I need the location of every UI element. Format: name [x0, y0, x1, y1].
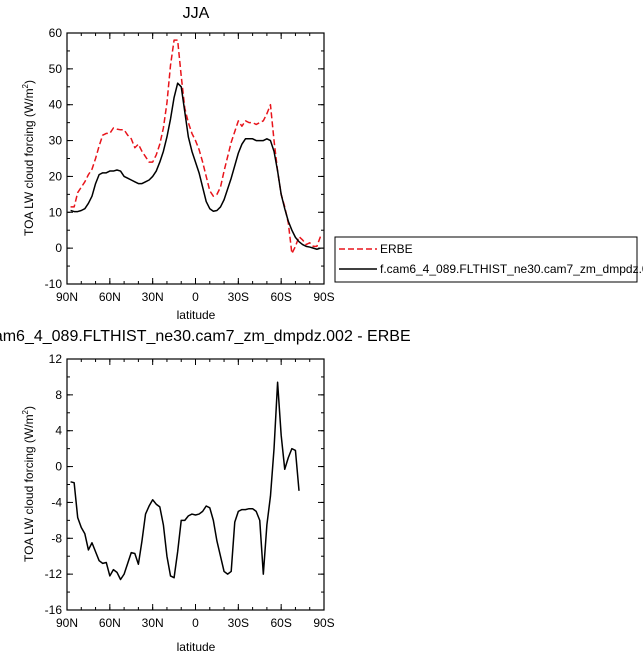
- bottom-plot-frame: [66, 358, 325, 611]
- bottom-chart-title: .cam6_4_089.FLTHIST_ne30.cam7_zm_dmpdz.0…: [0, 328, 411, 345]
- bottom-y-axis-label-main: TOA LW cloud forcing (W/m: [22, 414, 36, 562]
- top-x-axis-label: latitude: [177, 308, 216, 322]
- top-y-axis-label-sup: 2: [21, 83, 30, 88]
- top-y-tick-label: -10: [45, 277, 63, 291]
- top-y-axis-label-end: ): [22, 80, 36, 84]
- bottom-x-tick-label: 30N: [142, 616, 164, 630]
- bottom-y-tick-label: 12: [49, 352, 63, 366]
- bottom-x-tick-label: 60N: [99, 616, 121, 630]
- top-series-line-1: [70, 39, 322, 255]
- top-series-group: [70, 39, 322, 255]
- top-axis-ticks: 90N 60N 30N 0 30S 60S 90S -10 0 10 20 30 40 50 60: [45, 26, 335, 304]
- bottom-x-tick-label: 90N: [56, 616, 78, 630]
- bottom-axis-ticks: 90N 60N 30N 0 30S 60S 90S -16 -12 -8 -4 0 4 8 12: [45, 352, 335, 630]
- top-y-tick-label: 30: [49, 134, 63, 148]
- bottom-x-tick-label: 30S: [228, 616, 249, 630]
- top-y-tick-label: 10: [49, 205, 63, 219]
- bottom-y-tick-label: -12: [45, 567, 63, 581]
- top-y-tick-label: 40: [49, 98, 63, 112]
- bottom-panel: .cam6_4_089.FLTHIST_ne30.cam7_zm_dmpdz.0…: [0, 328, 411, 654]
- bottom-y-tick-label: -4: [51, 495, 62, 509]
- bottom-y-tick-label: -8: [51, 531, 62, 545]
- bottom-x-tick-label: 90S: [313, 616, 334, 630]
- bottom-x-axis-label: latitude: [177, 640, 216, 654]
- bottom-y-tick-label: 0: [55, 460, 62, 474]
- bottom-y-axis-label-end: ): [22, 406, 36, 410]
- top-y-tick-label: 0: [55, 241, 62, 255]
- top-x-tick-label: 90N: [56, 290, 78, 304]
- legend-label-model: f.cam6_4_089.FLTHIST_ne30.cam7_zm_dmpdz.…: [380, 262, 643, 276]
- top-x-tick-label: 30S: [228, 290, 249, 304]
- top-y-axis-label: TOA LW cloud forcing (W/m2): [21, 80, 36, 236]
- top-chart-title: JJA: [183, 5, 210, 22]
- bottom-y-tick-label: 8: [55, 388, 62, 402]
- bottom-x-tick-label: 60S: [270, 616, 291, 630]
- top-panel: JJA 90N 60N 30N 0 30S 60S 90S-100102030405060 …: [21, 5, 335, 322]
- bottom-y-tick-label: -16: [45, 603, 63, 617]
- top-series-line-2: [70, 82, 321, 250]
- bottom-series-line-1: [70, 381, 300, 581]
- bottom-x-tick-label: 0: [192, 616, 199, 630]
- top-y-tick-label: 60: [49, 26, 63, 40]
- bottom-y-tick-label: 4: [55, 424, 62, 438]
- top-y-tick-label: 20: [49, 169, 63, 183]
- top-x-tick-label: 60N: [99, 290, 121, 304]
- bottom-series-group: [70, 381, 300, 581]
- bottom-y-axis-label: TOA LW cloud forcing (W/m2): [21, 406, 36, 562]
- top-x-tick-label: 60S: [270, 290, 291, 304]
- top-x-tick-label: 30N: [142, 290, 164, 304]
- top-x-tick-label: 90S: [313, 290, 334, 304]
- bottom-y-axis-label-sup: 2: [21, 409, 30, 414]
- top-plot-frame: [66, 32, 325, 285]
- legend: ERBE f.cam6_4_089.FLTHIST_ne30.cam7_zm_d…: [334, 236, 643, 283]
- top-y-axis-label-main: TOA LW cloud forcing (W/m: [22, 88, 36, 236]
- legend-box: [334, 236, 638, 283]
- top-y-tick-label: 50: [49, 62, 63, 76]
- legend-label-erbe: ERBE: [380, 242, 413, 256]
- top-x-tick-label: 0: [192, 290, 199, 304]
